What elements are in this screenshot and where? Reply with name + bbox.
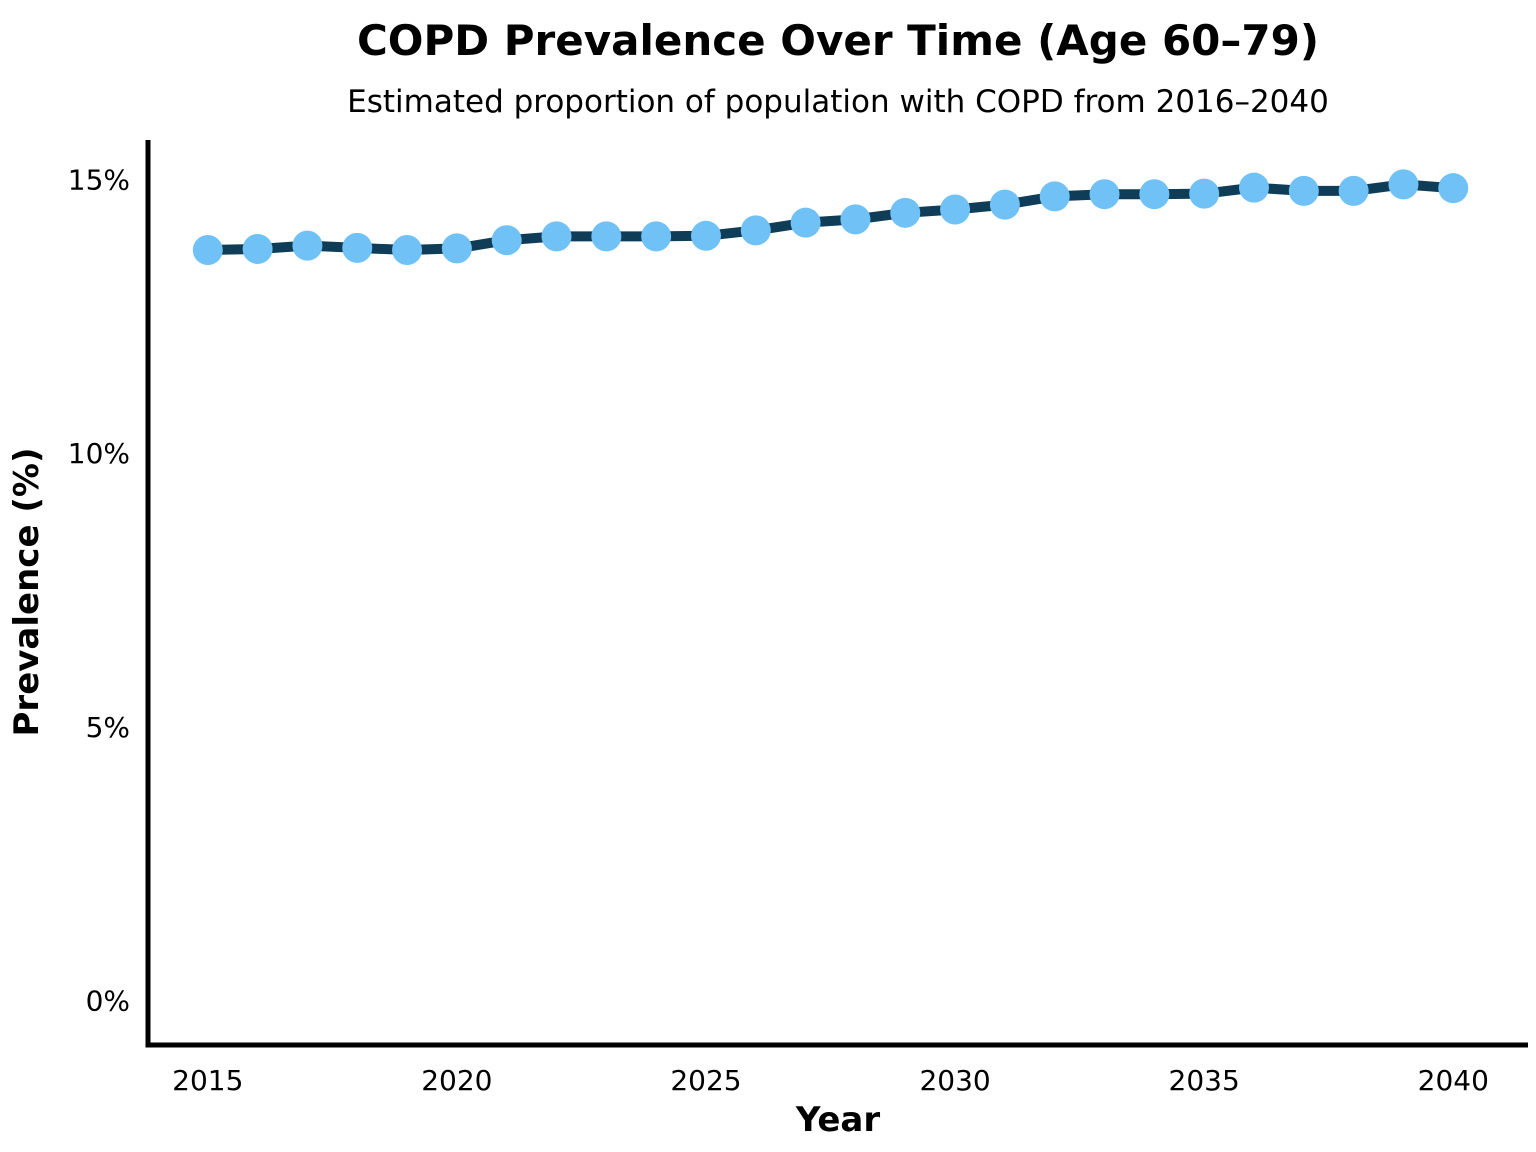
data-point-marker [1238, 172, 1269, 203]
data-point-marker [690, 220, 721, 251]
data-point-marker [740, 215, 771, 246]
data-point-marker [790, 207, 821, 238]
x-tick-label: 2025 [670, 1064, 741, 1097]
y-tick-label: 0% [86, 985, 130, 1018]
x-tick-label: 2040 [1418, 1064, 1489, 1097]
y-axis-label: Prevalence (%) [7, 448, 47, 737]
x-axis-label: Year [795, 1100, 881, 1140]
data-point-marker [840, 204, 871, 235]
data-point-marker [1089, 179, 1120, 210]
data-point-marker [441, 233, 472, 264]
x-tick-label: 2020 [421, 1064, 492, 1097]
data-point-marker [1189, 178, 1220, 209]
data-point-marker [890, 197, 921, 228]
data-point-marker [242, 233, 273, 264]
data-point-marker [1039, 181, 1070, 212]
data-point-marker [940, 194, 971, 225]
data-point-marker [1388, 169, 1419, 200]
x-tick-label: 2030 [919, 1064, 990, 1097]
data-point-marker [491, 225, 522, 256]
y-tick-label: 10% [68, 437, 130, 470]
chart-title: COPD Prevalence Over Time (Age 60–79) [357, 16, 1319, 65]
data-point-marker [292, 230, 323, 261]
data-point-marker [1288, 175, 1319, 206]
x-tick-label: 2015 [172, 1064, 243, 1097]
data-point-marker [641, 221, 672, 252]
data-point-marker [1438, 173, 1469, 204]
y-tick-label: 5% [86, 711, 130, 744]
data-point-marker [392, 235, 423, 266]
data-point-marker [342, 232, 373, 263]
data-point-marker [1139, 179, 1170, 210]
data-point-marker [1338, 175, 1369, 206]
chart-subtitle: Estimated proportion of population with … [347, 84, 1329, 120]
data-point-marker [591, 221, 622, 252]
y-tick-label: 15% [68, 163, 130, 196]
data-point-marker [989, 189, 1020, 220]
plot-layer: 0% 5% 10% 15% 2015 2020 2025 2030 2035 2040 [68, 140, 1528, 1097]
data-point-marker [541, 221, 572, 252]
data-point-marker [192, 235, 223, 266]
x-tick-label: 2035 [1169, 1064, 1240, 1097]
